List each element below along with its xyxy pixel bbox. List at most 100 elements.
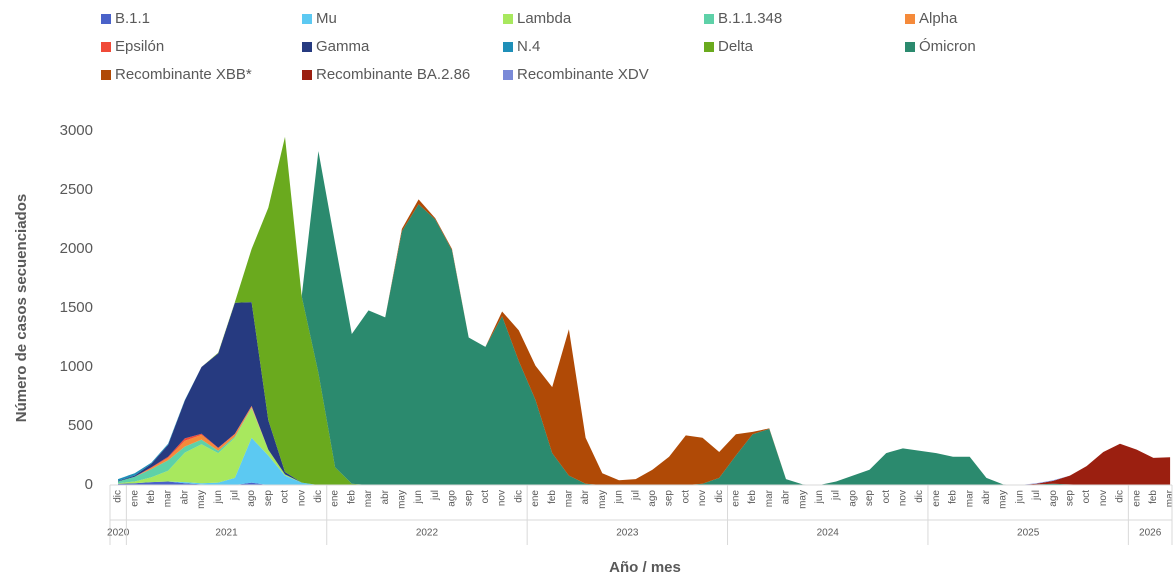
x-tick-label: jun	[413, 490, 424, 504]
x-tick-label: nov	[1098, 490, 1109, 506]
legend-label: Recombinante XBB*	[115, 66, 252, 83]
legend-swatch	[503, 14, 513, 24]
legend-label: Recombinante BA.2.86	[316, 66, 470, 83]
area	[118, 136, 1171, 485]
legend-swatch	[302, 70, 312, 80]
x-tick-label: ago	[847, 490, 858, 507]
x-tick-label: mar	[964, 489, 975, 507]
x-tick-label: ene	[731, 490, 742, 507]
y-tick-label: 1000	[60, 358, 93, 375]
x-tick-label: mar	[363, 489, 374, 507]
x-tick-label: abr	[981, 489, 992, 504]
x-tick-label: nov	[898, 490, 909, 506]
y-tick-label: 1500	[60, 299, 93, 316]
x-tick-label: may	[196, 490, 207, 509]
x-tick-label: oct	[881, 490, 892, 504]
x-tick-label: ene	[1131, 490, 1142, 507]
x-tick-label: dic	[914, 490, 925, 503]
y-tick-label: 0	[85, 476, 93, 493]
legend-label: Gamma	[316, 38, 370, 55]
x-tick-label: ene	[931, 490, 942, 507]
x-tick-label: dic	[313, 490, 324, 503]
x-tick-label: oct	[680, 490, 691, 504]
legend-label: Mu	[316, 10, 337, 27]
x-tick-label: jul	[1031, 490, 1042, 501]
legend-swatch	[905, 14, 915, 24]
x-tick-label: dic	[1115, 490, 1126, 503]
y-tick-label: 2000	[60, 240, 93, 257]
x-tick-label: sep	[263, 490, 274, 507]
x-tick-label: ago	[647, 490, 658, 507]
legend-label: Ómicron	[919, 38, 976, 55]
x-tick-label: feb	[346, 490, 357, 504]
legend-swatch	[704, 14, 714, 24]
x-tick-label: mar	[764, 489, 775, 507]
x-tick-label: jul	[230, 490, 241, 501]
legend-label: N.4	[517, 38, 540, 55]
x-tick-label: sep	[463, 490, 474, 507]
x-tick-label: mar	[1165, 489, 1174, 507]
x-axis-title: Año / mes	[609, 559, 681, 576]
legend-label: Delta	[718, 38, 754, 55]
x-tick-label: oct	[280, 490, 291, 504]
x-tick-label: ene	[530, 490, 541, 507]
year-label: 2024	[817, 528, 840, 539]
x-tick-label: feb	[146, 490, 157, 504]
legend-swatch	[101, 14, 111, 24]
x-tick-label: jun	[1014, 490, 1025, 504]
x-tick-label: mar	[163, 489, 174, 507]
x-tick-label: oct	[480, 490, 491, 504]
x-tick-label: nov	[697, 490, 708, 506]
legend-label: Epsilón	[115, 38, 164, 55]
x-tick-label: ago	[1048, 490, 1059, 507]
x-tick-label: feb	[1148, 490, 1159, 504]
x-tick-label: jun	[614, 490, 625, 504]
x-tick-label: ago	[246, 490, 257, 507]
x-tick-label: ago	[447, 490, 458, 507]
area	[118, 136, 1171, 485]
x-tick-label: sep	[1065, 490, 1076, 507]
legend-swatch	[101, 70, 111, 80]
y-axis-title: Número de casos secuenciados	[13, 194, 30, 422]
x-tick-label: abr	[179, 489, 190, 504]
x-tick-label: may	[597, 490, 608, 509]
x-tick-label: sep	[864, 490, 875, 507]
year-label: 2020	[107, 528, 130, 539]
legend-swatch	[302, 14, 312, 24]
year-label: 2026	[1139, 528, 1162, 539]
legend-swatch	[101, 42, 111, 52]
x-tick-label: abr	[580, 489, 591, 504]
x-tick-label: mar	[564, 489, 575, 507]
area	[118, 408, 1171, 485]
year-label: 2021	[215, 528, 238, 539]
x-tick-label: may	[397, 490, 408, 509]
x-tick-label: may	[998, 490, 1009, 509]
x-tick-label: oct	[1081, 490, 1092, 504]
x-tick-label: ene	[129, 490, 140, 507]
x-tick-label: sep	[664, 490, 675, 507]
legend-label: Lambda	[517, 10, 572, 27]
legend-label: B.1.1.348	[718, 10, 782, 27]
legend-label: Recombinante XDV	[517, 66, 649, 83]
x-tick-label: dic	[513, 490, 524, 503]
x-tick-label: jun	[814, 490, 825, 504]
x-tick-label: abr	[781, 489, 792, 504]
legend-label: B.1.1	[115, 10, 150, 27]
year-label: 2023	[616, 528, 639, 539]
x-tick-label: feb	[948, 490, 959, 504]
year-label: 2025	[1017, 528, 1040, 539]
legend-label: Alpha	[919, 10, 958, 27]
y-tick-label: 2500	[60, 181, 93, 198]
y-tick-label: 3000	[60, 122, 93, 139]
legend-swatch	[302, 42, 312, 52]
x-tick-label: may	[797, 490, 808, 509]
x-tick-label: nov	[497, 490, 508, 506]
x-tick-label: jun	[213, 490, 224, 504]
x-tick-label: abr	[380, 489, 391, 504]
legend-swatch	[503, 70, 513, 80]
x-tick-label: jul	[630, 490, 641, 501]
x-tick-label: feb	[747, 490, 758, 504]
x-tick-label: nov	[296, 490, 307, 506]
x-tick-label: dic	[113, 490, 124, 503]
